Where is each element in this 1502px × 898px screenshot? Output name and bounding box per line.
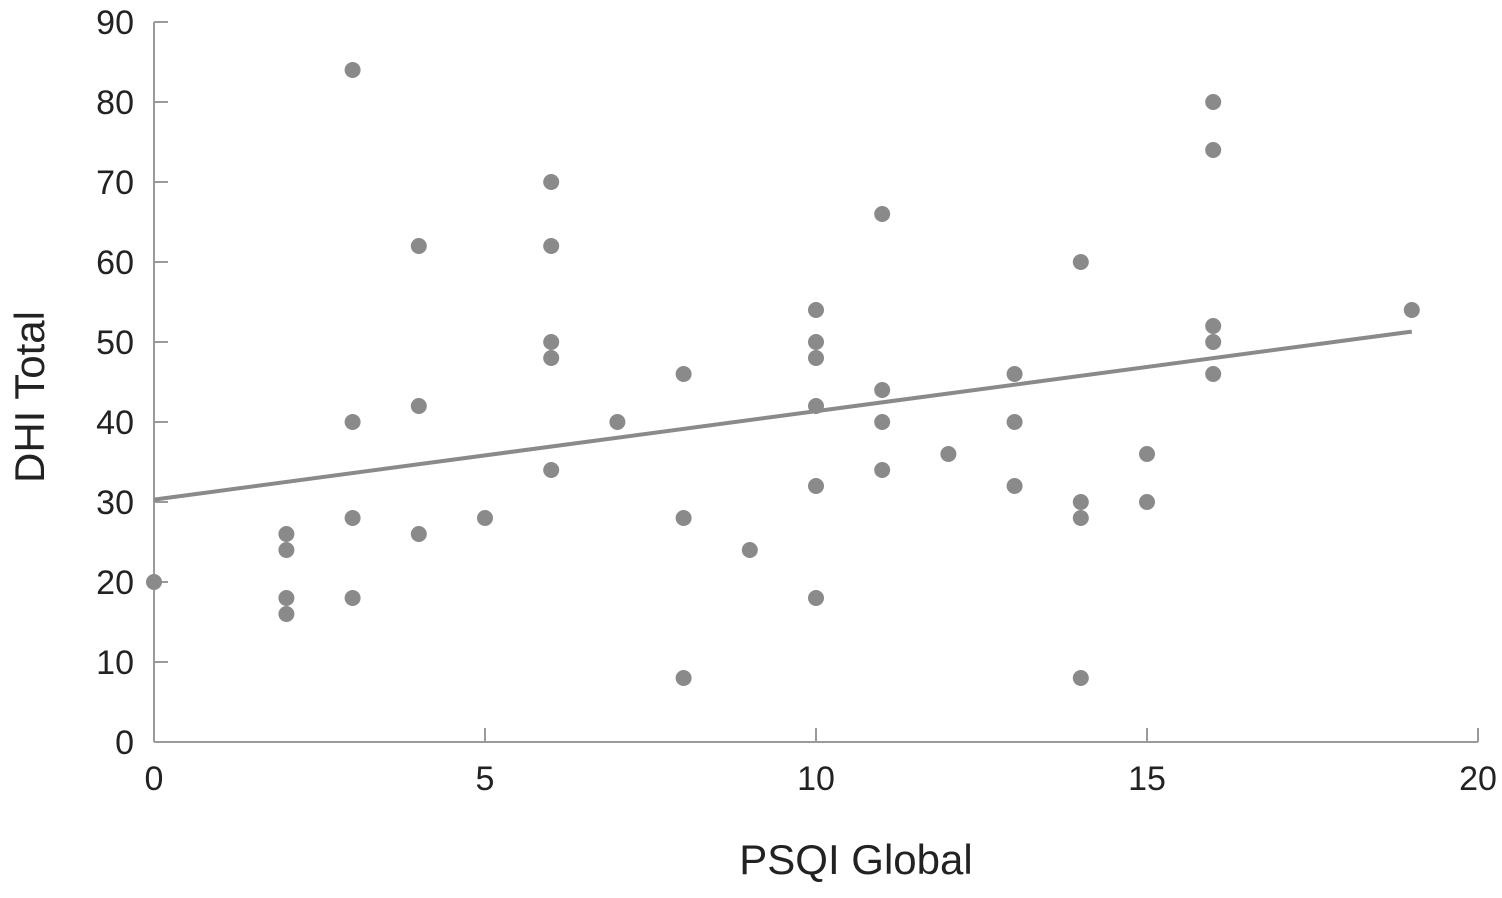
data-point bbox=[1072, 510, 1089, 526]
x-tick-label: 0 bbox=[145, 760, 164, 798]
data-point bbox=[1072, 670, 1089, 686]
data-point bbox=[808, 478, 824, 494]
tick-labels: 0 10 20 30 40 50 60 70 80 90 0 5 10 15 20 bbox=[96, 4, 1497, 798]
data-point bbox=[675, 510, 692, 526]
x-tick-label: 10 bbox=[797, 760, 835, 798]
data-point bbox=[344, 62, 361, 78]
y-tick-label: 80 bbox=[96, 84, 134, 122]
data-points bbox=[146, 62, 1420, 686]
data-point bbox=[1205, 142, 1222, 158]
data-point bbox=[1403, 302, 1420, 318]
y-tick-label: 30 bbox=[96, 484, 134, 522]
data-point bbox=[410, 526, 427, 542]
data-point bbox=[344, 510, 361, 526]
x-axis-title: PSQI Global bbox=[739, 836, 972, 883]
data-point bbox=[543, 174, 560, 190]
data-point bbox=[940, 446, 957, 462]
y-tick-label: 90 bbox=[96, 4, 134, 42]
y-tick-label: 10 bbox=[96, 644, 134, 682]
data-point bbox=[477, 510, 493, 526]
y-tick-label: 50 bbox=[96, 324, 134, 362]
x-tick-label: 20 bbox=[1459, 760, 1497, 798]
data-point bbox=[808, 302, 824, 318]
data-point bbox=[1006, 478, 1023, 494]
data-point bbox=[874, 414, 891, 430]
y-tick-label: 60 bbox=[96, 244, 134, 282]
data-point bbox=[1205, 334, 1222, 350]
data-point bbox=[874, 462, 891, 478]
data-point bbox=[808, 590, 824, 606]
data-point bbox=[278, 526, 295, 542]
y-tick-label: 0 bbox=[115, 724, 134, 762]
data-point bbox=[1072, 254, 1089, 270]
data-point bbox=[543, 334, 560, 350]
data-point bbox=[1139, 494, 1155, 510]
data-point bbox=[1006, 366, 1023, 382]
data-point bbox=[1205, 366, 1222, 382]
data-point bbox=[808, 334, 824, 350]
data-point bbox=[609, 414, 626, 430]
data-point bbox=[1072, 494, 1089, 510]
y-tick-label: 70 bbox=[96, 164, 134, 202]
data-point bbox=[278, 542, 295, 558]
ticks bbox=[153, 21, 1479, 743]
data-point bbox=[874, 206, 891, 222]
data-point bbox=[1006, 414, 1023, 430]
data-point bbox=[278, 606, 295, 622]
data-point bbox=[1205, 318, 1222, 334]
data-point bbox=[1205, 94, 1222, 110]
data-point bbox=[146, 574, 162, 590]
data-point bbox=[675, 670, 692, 686]
data-point bbox=[1139, 446, 1155, 462]
data-point bbox=[344, 590, 361, 606]
data-point bbox=[410, 398, 427, 414]
data-point bbox=[741, 542, 758, 558]
data-point bbox=[410, 238, 427, 254]
y-axis-title: DHI Total bbox=[6, 311, 53, 483]
trend-line bbox=[153, 329, 1413, 502]
data-point bbox=[675, 366, 692, 382]
data-point bbox=[344, 414, 361, 430]
data-point bbox=[808, 350, 824, 366]
x-tick-label: 5 bbox=[476, 760, 495, 798]
data-point bbox=[278, 590, 295, 606]
data-point bbox=[543, 462, 560, 478]
data-point bbox=[543, 350, 560, 366]
y-tick-label: 40 bbox=[96, 404, 134, 442]
data-point bbox=[874, 382, 891, 398]
y-tick-label: 20 bbox=[96, 564, 134, 602]
data-point bbox=[543, 238, 560, 254]
axes bbox=[153, 22, 1478, 743]
x-tick-label: 15 bbox=[1128, 760, 1166, 798]
